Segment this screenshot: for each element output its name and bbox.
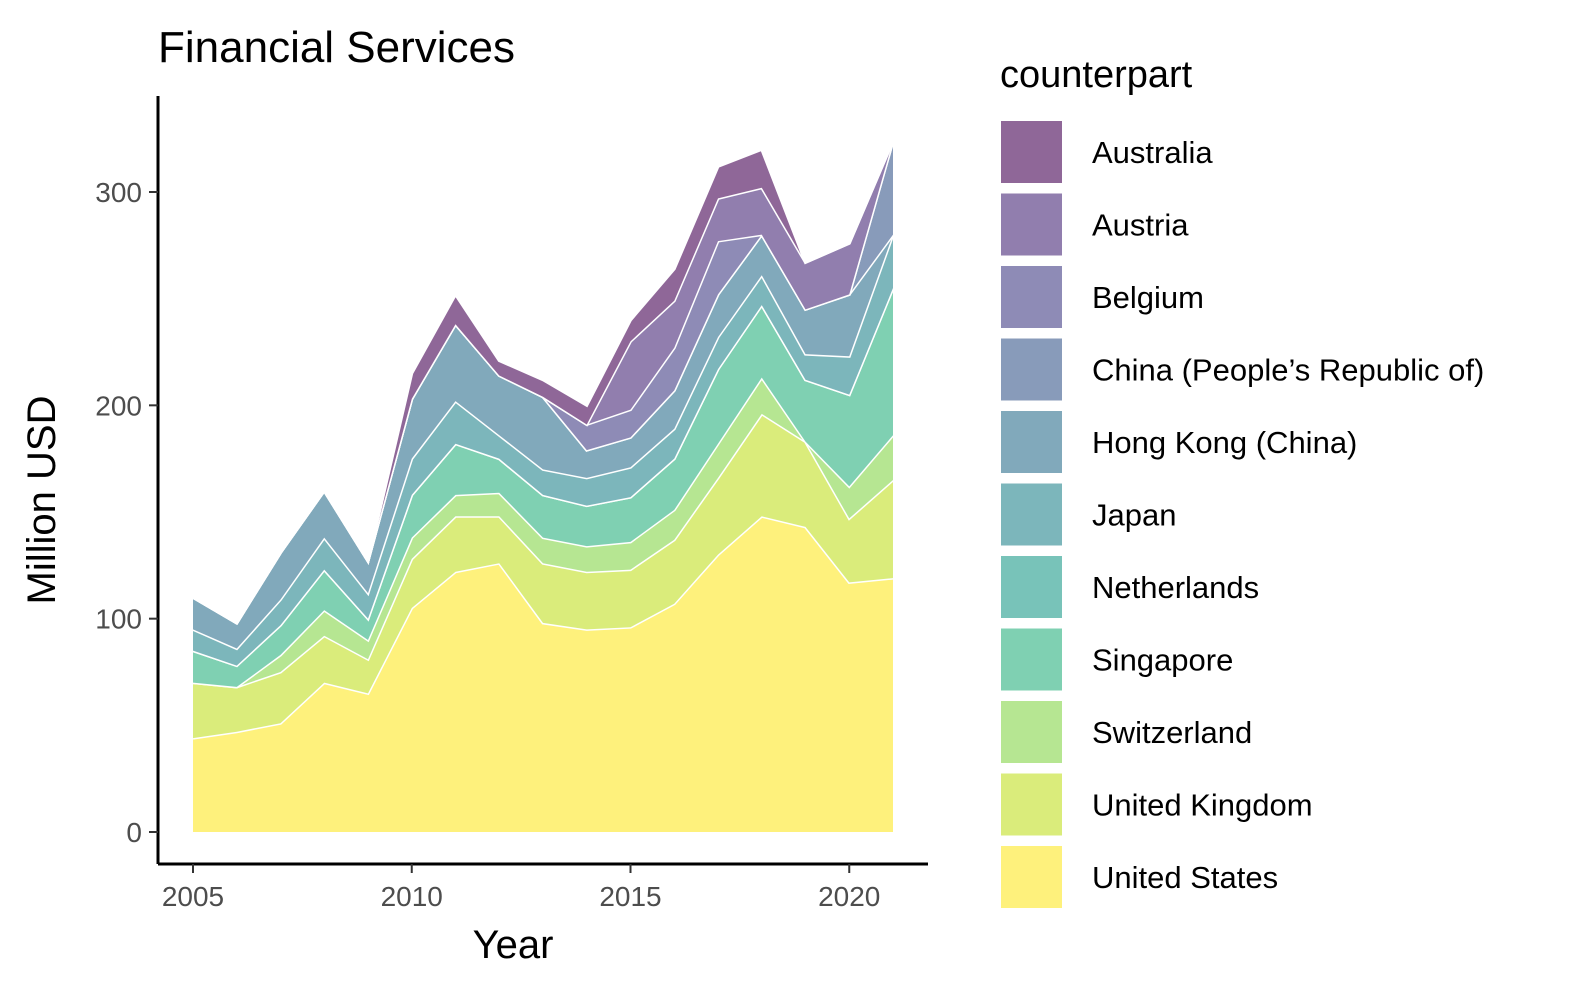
y-tick-label: 0 [126, 817, 142, 848]
legend-title: counterpart [1000, 54, 1193, 96]
x-tick-label: 2015 [599, 881, 661, 912]
legend-swatch [1001, 411, 1062, 473]
x-axis-title: Year [473, 923, 554, 967]
legend-item-united-kingdom: United Kingdom [1001, 773, 1313, 836]
legend-item-singapore: Singapore [1001, 628, 1233, 691]
legend-swatch [1001, 121, 1062, 183]
legend-item-japan: Japan [1001, 483, 1176, 546]
area-united-kingdom [193, 413, 893, 739]
legend-item-netherlands: Netherlands [1001, 556, 1259, 618]
y-tick-label: 100 [95, 604, 142, 635]
legend-label: Australia [1092, 135, 1213, 170]
legend-swatch [1001, 556, 1062, 618]
y-tick-label: 300 [95, 177, 142, 208]
axes-group: 0 100 200 300 2005 2010 2015 2020 [95, 96, 928, 912]
legend-label: Japan [1092, 498, 1176, 533]
area-australia [193, 140, 893, 623]
legend-item-china-people-s-republic-of: China (People’s Republic of) [1001, 338, 1484, 401]
legend-swatch [1001, 846, 1062, 908]
y-tick-label: 200 [95, 390, 142, 421]
area-belgium [193, 140, 893, 623]
legend-label: United States [1092, 860, 1278, 895]
x-tick-label: 2020 [818, 881, 880, 912]
legend: Australia Austria Belgium China (People’s R… [1001, 121, 1484, 908]
area-united-states [193, 516, 893, 832]
legend-label: Hong Kong (China) [1092, 425, 1357, 460]
legend-swatch [1001, 628, 1062, 691]
x-tick-label: 2010 [381, 881, 443, 912]
legend-swatch [1001, 773, 1062, 836]
boundary-australia [192, 140, 895, 625]
legend-label: Switzerland [1092, 715, 1252, 750]
legend-swatch [1001, 701, 1062, 763]
legend-swatch [1001, 338, 1062, 401]
legend-label: China (People’s Republic of) [1092, 353, 1484, 388]
area-series-group [192, 140, 895, 832]
y-axis-title: Million USD [20, 396, 64, 605]
legend-label: Austria [1092, 208, 1189, 243]
legend-label: Netherlands [1092, 570, 1259, 605]
legend-label: Singapore [1092, 643, 1233, 678]
legend-swatch [1001, 266, 1062, 328]
chart-title: Financial Services [158, 23, 515, 72]
x-tick-label: 2005 [162, 881, 224, 912]
legend-swatch [1001, 483, 1062, 546]
legend-item-belgium: Belgium [1001, 266, 1204, 328]
legend-item-united-states: United States [1001, 846, 1278, 908]
legend-item-switzerland: Switzerland [1001, 701, 1252, 763]
legend-item-austria: Austria [1001, 193, 1189, 256]
area-japan [193, 234, 893, 666]
legend-item-hong-kong-china: Hong Kong (China) [1001, 411, 1357, 473]
area-switzerland [193, 377, 893, 687]
legend-swatch [1001, 193, 1062, 256]
legend-item-australia: Australia [1001, 121, 1213, 183]
legend-label: Belgium [1092, 280, 1204, 315]
legend-label: United Kingdom [1092, 788, 1313, 823]
area-singapore [193, 288, 893, 687]
area-hong-kong-china [193, 234, 893, 649]
